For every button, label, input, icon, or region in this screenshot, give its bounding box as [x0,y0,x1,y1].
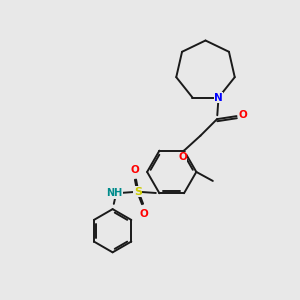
Text: O: O [140,209,148,219]
Text: N: N [214,92,223,103]
Text: S: S [134,187,142,197]
Text: O: O [239,110,248,120]
Text: O: O [178,152,187,162]
Text: NH: NH [106,188,123,198]
Text: O: O [130,164,139,175]
